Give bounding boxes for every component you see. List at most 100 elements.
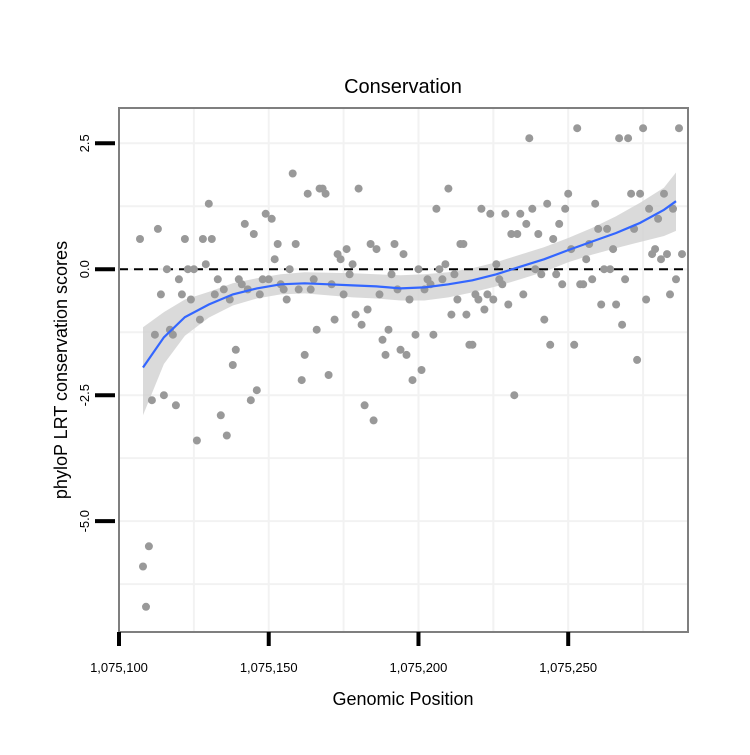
data-point (429, 330, 438, 339)
data-point (372, 245, 381, 254)
data-point (252, 386, 261, 395)
data-point (537, 270, 546, 279)
data-point (642, 295, 651, 304)
data-point (417, 366, 426, 374)
data-point (162, 265, 171, 274)
data-point (549, 235, 558, 243)
y-tick-label: -5.0 (77, 510, 92, 532)
data-point (144, 542, 153, 551)
data-point (237, 280, 246, 289)
data-point (378, 335, 387, 344)
data-point (438, 275, 447, 284)
data-point (501, 209, 510, 218)
y-tick-label: -2.5 (77, 384, 92, 406)
data-point (219, 285, 228, 294)
data-point (246, 396, 255, 405)
data-point (492, 260, 501, 269)
data-point (405, 295, 414, 304)
data-point (447, 310, 456, 319)
data-point (633, 355, 642, 364)
data-point (483, 290, 492, 299)
data-point (621, 275, 630, 284)
data-point (597, 300, 606, 309)
data-point (180, 235, 189, 243)
data-point (651, 245, 660, 254)
data-point (186, 295, 195, 304)
data-point (255, 290, 264, 299)
data-point (273, 240, 282, 248)
data-point (510, 391, 519, 400)
data-point (579, 280, 588, 289)
data-point (228, 361, 237, 369)
data-point (618, 320, 627, 329)
data-point (408, 376, 417, 385)
data-point (375, 290, 384, 299)
data-point (564, 189, 573, 198)
data-point (363, 305, 372, 314)
data-point (525, 134, 534, 143)
data-point (384, 325, 393, 334)
data-point (660, 189, 668, 198)
data-point (468, 340, 477, 349)
data-point (216, 411, 225, 420)
data-point (552, 270, 561, 279)
data-point (282, 295, 291, 304)
data-point (136, 235, 144, 243)
data-point (330, 315, 339, 324)
data-point (291, 240, 300, 248)
data-point (561, 204, 570, 213)
smooth-curve (142, 200, 677, 369)
data-point (336, 255, 345, 264)
data-point (147, 396, 156, 405)
data-point (486, 209, 495, 218)
data-point (306, 285, 315, 294)
data-point (381, 350, 390, 359)
data-point (534, 230, 543, 238)
data-point (570, 340, 579, 349)
data-point (462, 310, 471, 319)
data-point (450, 270, 459, 279)
data-points-layer (136, 124, 686, 611)
data-point (258, 275, 267, 284)
data-point (615, 134, 624, 143)
data-point (663, 250, 671, 259)
data-point (474, 295, 483, 304)
data-point (168, 330, 177, 339)
data-point (639, 124, 648, 133)
confidence-band-layer (143, 172, 676, 416)
data-point (396, 345, 405, 354)
data-point (156, 290, 165, 299)
data-point (516, 209, 525, 218)
data-point (489, 295, 498, 304)
data-point (300, 350, 309, 359)
data-point (390, 240, 399, 248)
data-point (477, 204, 486, 213)
data-point (528, 204, 537, 213)
data-point (435, 265, 444, 274)
data-point (480, 305, 489, 314)
data-point (270, 255, 279, 264)
data-point (351, 310, 360, 319)
data-point (666, 290, 674, 299)
data-point (612, 300, 621, 309)
data-point (171, 401, 180, 410)
data-point (444, 184, 453, 193)
data-point (387, 270, 396, 279)
data-point (174, 275, 183, 284)
data-point (189, 265, 198, 274)
data-point (591, 199, 600, 208)
data-point (624, 134, 633, 143)
data-point (192, 436, 201, 445)
data-point (207, 235, 216, 243)
data-point (267, 214, 276, 223)
x-axis: 1,075,100 1,075,150 1,075,200 1,075,250 (90, 632, 597, 675)
data-point (669, 204, 677, 213)
data-point (543, 199, 552, 208)
x-tick-label: 1,075,250 (539, 660, 597, 675)
data-point (183, 265, 192, 274)
data-point (357, 320, 366, 329)
data-point (177, 290, 186, 299)
data-point (414, 265, 423, 274)
data-point (657, 255, 665, 264)
